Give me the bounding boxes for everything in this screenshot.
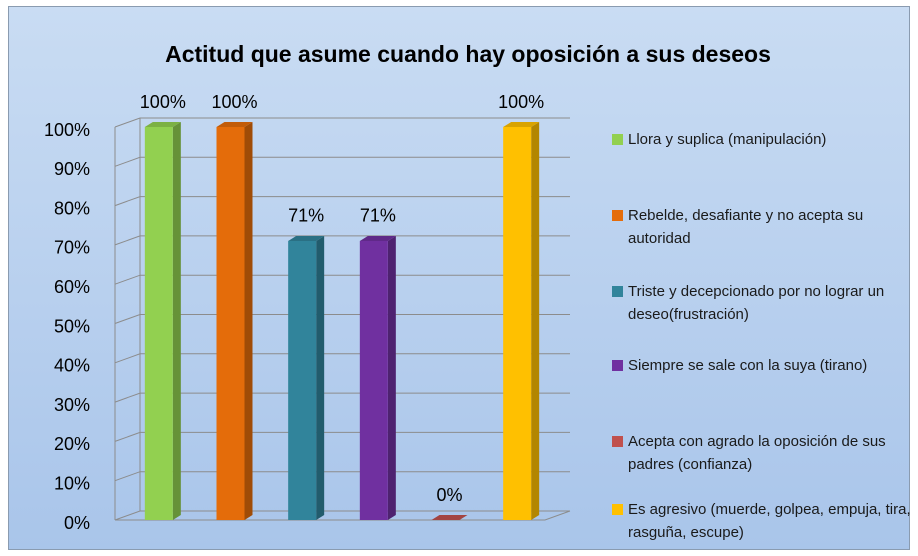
legend-item: Llora y suplica (manipulación) xyxy=(612,128,918,151)
grid-line xyxy=(114,431,570,442)
grid-line xyxy=(114,156,570,167)
legend-swatch xyxy=(612,286,623,297)
bar xyxy=(503,127,532,520)
y-tick-label: 70% xyxy=(54,238,90,258)
bar xyxy=(288,240,317,520)
y-tick-label: 80% xyxy=(54,198,90,218)
value-label: 100% xyxy=(498,92,544,112)
grid-line xyxy=(114,471,570,482)
grid-line xyxy=(114,117,570,128)
legend-label: Siempre se sale con la suya (tirano) xyxy=(628,357,868,374)
legend-swatch xyxy=(612,504,623,515)
legend-swatch xyxy=(612,436,623,447)
bar-top xyxy=(503,122,540,127)
bar-side xyxy=(387,235,396,520)
bar xyxy=(144,127,173,520)
bar xyxy=(216,127,245,520)
bar-side xyxy=(316,235,325,520)
value-label: 100% xyxy=(211,92,257,112)
legend-label: Llora y suplica (manipulación) xyxy=(628,131,827,148)
legend-item: Siempre se sale con la suya (tirano) xyxy=(612,354,918,377)
y-tick-label: 40% xyxy=(54,356,90,376)
legend-item: Es agresivo (muerde, golpea, empuja, tir… xyxy=(612,498,918,544)
bar-top xyxy=(431,515,468,520)
chart-title: Actitud que asume cuando hay oposición a… xyxy=(165,41,771,67)
bar-top xyxy=(216,122,253,127)
legend-item: Triste y decepcionado por no lograr un d… xyxy=(612,280,918,326)
y-tick-label: 100% xyxy=(44,120,90,140)
y-tick-label: 20% xyxy=(54,434,90,454)
grid-line xyxy=(114,392,570,403)
grid-line xyxy=(114,314,570,324)
legend-label: Triste y decepcionado por no lograr un d… xyxy=(628,283,885,323)
grid-line xyxy=(114,274,570,285)
bar-top xyxy=(359,235,396,241)
legend-swatch xyxy=(612,210,623,221)
legend-label: Acepta con agrado la oposición de sus pa… xyxy=(628,433,886,473)
bar xyxy=(359,240,388,520)
legend-swatch xyxy=(612,360,623,371)
y-tick-label: 90% xyxy=(54,159,90,179)
value-label: 71% xyxy=(288,206,324,226)
grid-line xyxy=(114,235,570,246)
y-tick-label: 0% xyxy=(64,513,90,533)
bar-top xyxy=(288,235,325,241)
legend-item: Acepta con agrado la oposición de sus pa… xyxy=(612,430,918,476)
grid-line xyxy=(114,196,570,207)
legend-swatch xyxy=(612,134,623,145)
bar-side xyxy=(244,122,253,520)
legend-item: Rebelde, desafiante y no acepta su autor… xyxy=(612,204,918,250)
y-tick-label: 30% xyxy=(54,395,90,415)
grid-line xyxy=(114,510,570,521)
value-label: 0% xyxy=(436,485,462,505)
value-label: 100% xyxy=(140,92,186,112)
bar-side xyxy=(531,122,540,520)
bar-side xyxy=(172,122,181,520)
legend-label: Rebelde, desafiante y no acepta su autor… xyxy=(628,207,864,247)
legend-label: Es agresivo (muerde, golpea, empuja, tir… xyxy=(628,501,911,541)
bar-top xyxy=(144,122,181,127)
floor xyxy=(115,510,571,521)
y-tick-label: 60% xyxy=(54,277,90,297)
value-label: 71% xyxy=(360,206,396,226)
grid-line xyxy=(114,353,570,364)
y-tick-label: 10% xyxy=(54,473,90,493)
y-tick-label: 50% xyxy=(54,316,90,336)
